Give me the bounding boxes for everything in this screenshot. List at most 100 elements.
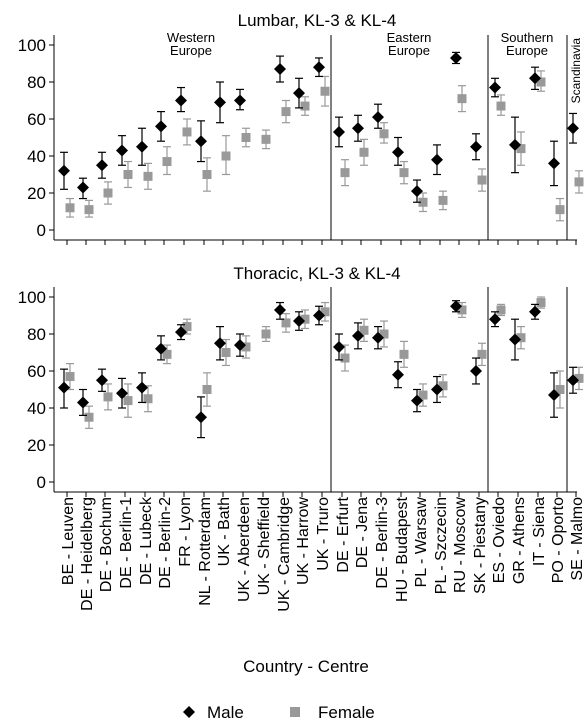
legend-female-square <box>290 707 300 717</box>
region-label: Europe <box>506 43 548 58</box>
x-tick-label: DE - Berlin-3 <box>374 497 391 589</box>
male-point <box>450 300 462 313</box>
x-tick-label: BE - Leuven <box>60 497 77 585</box>
x-tick-label: SK - Piestany <box>472 497 489 594</box>
male-point <box>58 381 70 394</box>
male-point <box>313 61 325 74</box>
female-point <box>143 394 153 404</box>
female-point <box>496 305 506 315</box>
male-point <box>489 81 501 94</box>
female-point <box>536 298 546 308</box>
male-point <box>293 87 305 100</box>
y-tick-label: 20 <box>27 436 46 455</box>
female-point <box>281 318 291 328</box>
region-label: Eastern <box>387 30 432 45</box>
female-point <box>516 333 526 343</box>
x-tick-label: UK - Truro <box>315 497 332 571</box>
legend: Male Female <box>183 703 375 722</box>
female-point <box>555 385 565 394</box>
y-tick-label: 40 <box>27 147 46 166</box>
x-tick-label: UK - Harrow <box>295 497 312 585</box>
male-point <box>96 374 108 387</box>
male-point <box>372 111 384 124</box>
male-point <box>333 340 345 353</box>
male-point <box>411 394 423 407</box>
female-point <box>555 205 565 215</box>
female-point <box>516 144 526 154</box>
female-point <box>359 147 369 157</box>
female-point <box>162 349 172 359</box>
female-point <box>379 129 389 139</box>
male-point <box>470 365 482 377</box>
male-point <box>392 146 404 159</box>
male-point <box>548 389 560 402</box>
x-tick-label: DE - Berlin-1 <box>118 497 135 589</box>
thoracic-chart: Thoracic, KL-3 & KL-4 0 20 40 60 80 100 <box>18 264 584 497</box>
x-tick-label: UK - Cambridge <box>276 497 293 612</box>
female-point <box>241 342 251 352</box>
lumbar-chart: Lumbar, KL-3 & KL-4 0 20 40 60 80 100 Western… <box>18 11 584 245</box>
female-point <box>320 86 330 96</box>
y-tick-label: 40 <box>27 399 46 418</box>
male-point <box>470 140 482 153</box>
lumbar-data-marks <box>58 51 584 222</box>
female-point <box>103 392 113 402</box>
y-tick-label: 60 <box>27 110 46 129</box>
y-tick-label: 0 <box>37 221 46 240</box>
female-point <box>281 107 291 117</box>
x-tick-label: DE - Heidelberg <box>79 497 96 611</box>
y-tick-label: 100 <box>18 36 46 55</box>
female-point <box>399 168 409 178</box>
male-point <box>372 331 384 344</box>
x-tick-label: SE - Malmo <box>569 497 584 581</box>
female-point <box>162 157 172 167</box>
male-point <box>431 383 443 396</box>
x-tick-label: HU - Budapest <box>394 496 411 601</box>
x-axis-title: Country - Centre <box>243 657 369 676</box>
female-point <box>340 168 350 178</box>
female-point <box>457 94 467 104</box>
y-tick-label: 60 <box>27 362 46 381</box>
male-point <box>175 326 187 339</box>
male-point <box>567 122 579 135</box>
male-point <box>352 329 364 342</box>
female-point <box>477 175 487 185</box>
male-point <box>77 396 89 409</box>
y-tick-label: 80 <box>27 325 46 344</box>
thoracic-chart-title: Thoracic, KL-3 & KL-4 <box>233 264 400 283</box>
male-point <box>548 157 560 170</box>
female-point <box>457 305 467 315</box>
male-point <box>155 120 167 133</box>
region-label: Western <box>167 30 215 45</box>
female-point <box>84 412 94 422</box>
male-point <box>352 122 364 135</box>
female-point <box>300 101 310 111</box>
x-tick-label: DE - Erfurt <box>335 496 352 572</box>
x-tick-label: PL - Szczecin <box>433 497 450 594</box>
region-label: Europe <box>388 43 430 58</box>
male-point <box>313 309 325 322</box>
female-point <box>438 381 448 391</box>
female-point <box>221 151 231 161</box>
region-label: Europe <box>170 43 212 58</box>
male-point <box>489 313 501 326</box>
male-point <box>431 153 443 166</box>
female-point <box>241 133 251 142</box>
male-point <box>509 138 521 151</box>
male-point <box>195 411 207 424</box>
female-point <box>143 171 153 181</box>
male-point <box>529 305 541 318</box>
x-tick-label: FR - Lyon <box>177 497 194 567</box>
female-point <box>340 353 350 363</box>
male-point <box>195 135 207 148</box>
male-point <box>136 140 148 153</box>
female-point <box>320 307 330 317</box>
female-point <box>438 195 448 205</box>
y-tick-label: 0 <box>37 473 46 492</box>
female-point <box>103 188 113 198</box>
female-point <box>379 329 389 339</box>
male-point <box>529 72 541 85</box>
legend-female-label: Female <box>318 703 375 722</box>
male-point <box>136 381 148 394</box>
male-point <box>234 339 246 352</box>
